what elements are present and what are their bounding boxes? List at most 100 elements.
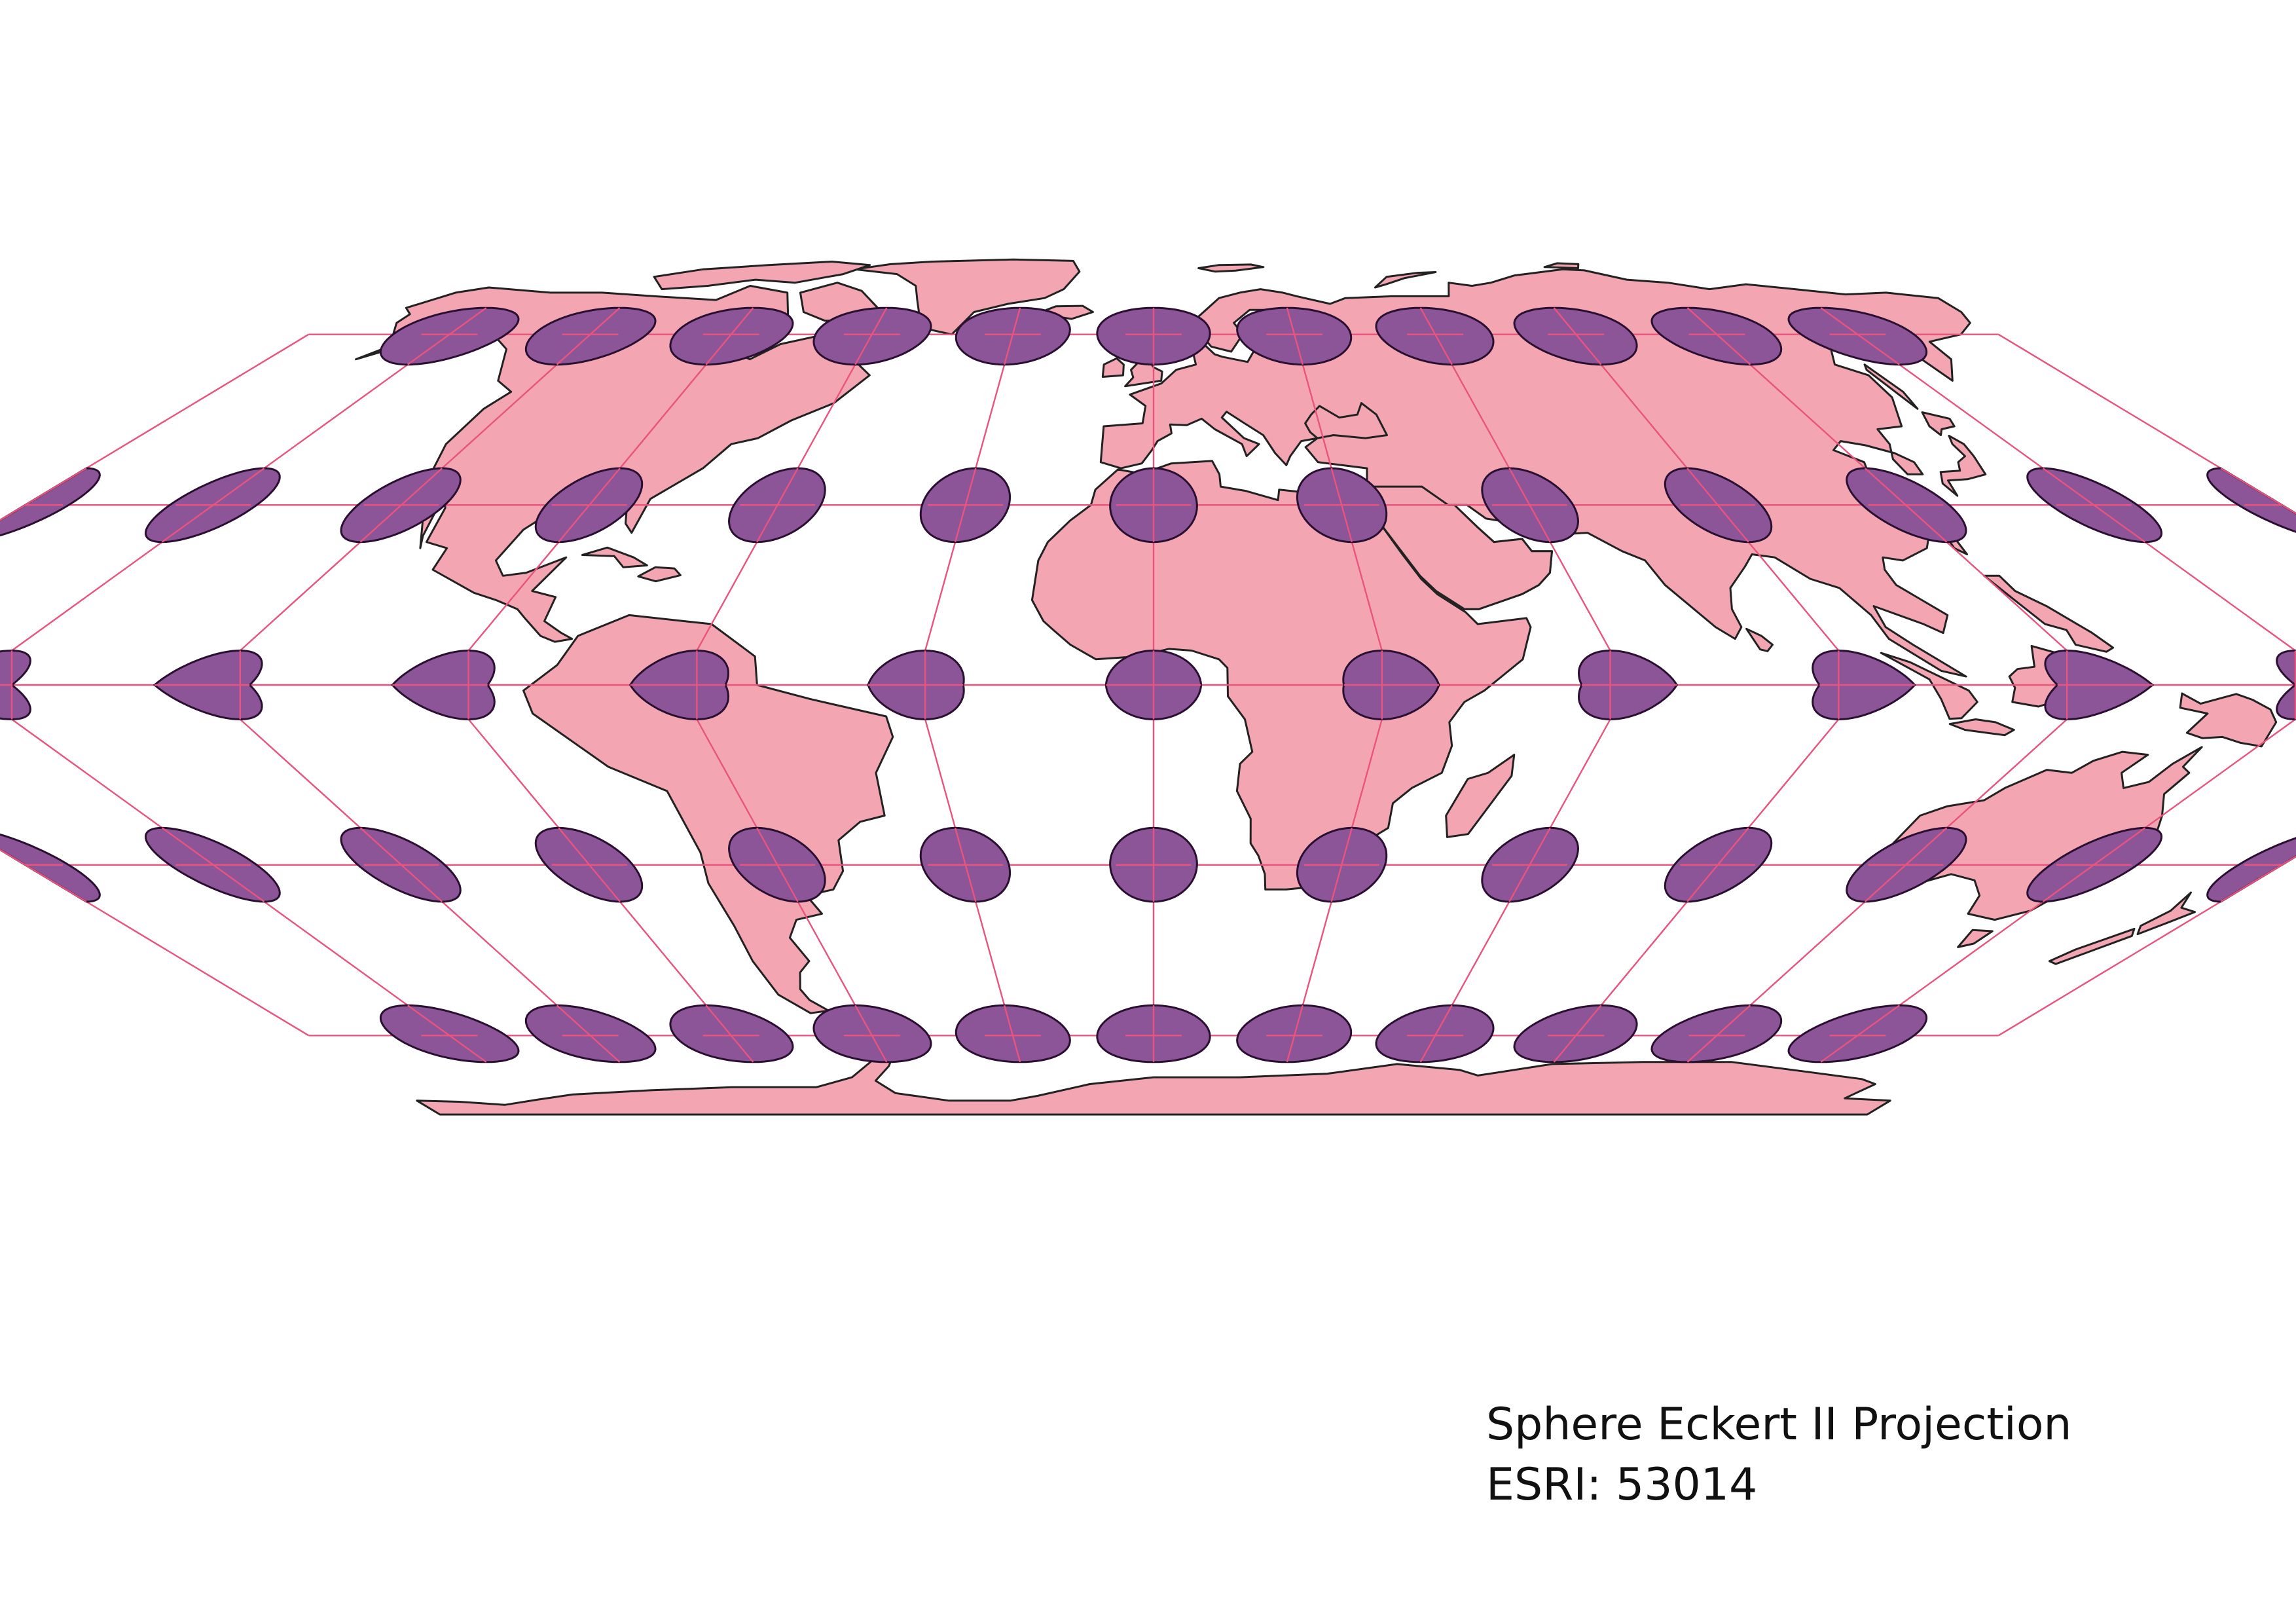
indicatrix-crosshair bbox=[1680, 468, 1756, 543]
projection-title: Sphere Eckert II Projection bbox=[1486, 1399, 2072, 1450]
indicatrix-crosshair bbox=[1686, 307, 1751, 365]
graticule-meridian bbox=[1857, 333, 2296, 1037]
indicatrix-crosshair bbox=[359, 468, 443, 543]
land-australia bbox=[1847, 746, 2203, 921]
land-canadian-archipelago bbox=[653, 261, 871, 291]
tissot-indicatrix bbox=[812, 1004, 932, 1063]
indicatrix-crosshair bbox=[556, 1005, 621, 1063]
indicatrix-crosshair bbox=[2057, 650, 2153, 720]
indicatrix-crosshair bbox=[392, 650, 488, 720]
indicatrix-crosshair bbox=[1548, 307, 1605, 365]
indicatrix-crosshair bbox=[1820, 1005, 1900, 1063]
indicatrix-crosshair bbox=[2220, 855, 2296, 902]
land-new-zealand-south bbox=[2048, 927, 2136, 965]
tissot-indicatrix bbox=[1375, 1004, 1495, 1063]
indicatrix-crosshair bbox=[1303, 468, 1379, 543]
indicatrix-crosshair bbox=[1582, 650, 1677, 720]
land-svalbard bbox=[1197, 263, 1265, 273]
indicatrix-crosshair bbox=[1266, 1005, 1323, 1063]
indicatrix-crosshair bbox=[1407, 1005, 1464, 1063]
indicatrix-crosshair bbox=[1864, 827, 1948, 902]
indicatrix-crosshair bbox=[407, 1005, 487, 1063]
land-tasmania bbox=[1957, 929, 1994, 948]
indicatrix-crosshair bbox=[1343, 650, 1439, 720]
indicatrix-crosshair bbox=[1303, 827, 1379, 902]
land-japan bbox=[1939, 434, 1987, 497]
land-new-guinea bbox=[2179, 692, 2278, 748]
indicatrix-crosshair bbox=[1864, 468, 1948, 543]
land-cuba bbox=[581, 546, 648, 568]
tissot-indicatrix-layer bbox=[0, 306, 2296, 1063]
indicatrix-crosshair bbox=[630, 650, 725, 720]
indicatrix-crosshair bbox=[740, 827, 815, 902]
land-java bbox=[1948, 718, 2015, 737]
indicatrix-crosshair bbox=[1116, 828, 1192, 902]
indicatrix-crosshair bbox=[161, 827, 265, 902]
indicatrix-crosshair bbox=[2294, 650, 2296, 720]
land-south-america bbox=[522, 614, 894, 1014]
land-layer bbox=[355, 258, 2278, 1116]
indicatrix-crosshair bbox=[1116, 468, 1192, 542]
land-arabia-link bbox=[1362, 485, 1553, 610]
indicatrix-crosshair bbox=[702, 307, 759, 365]
indicatrix-crosshair bbox=[359, 827, 443, 902]
land-hispaniola bbox=[637, 566, 682, 583]
indicatrix-crosshair bbox=[1266, 307, 1323, 365]
land-philippines bbox=[1983, 574, 2115, 653]
tissot-indicatrix bbox=[379, 306, 520, 366]
indicatrix-crosshair bbox=[0, 650, 13, 720]
projection-code: ESRI: 53014 bbox=[1486, 1459, 1758, 1511]
land-antarctica bbox=[416, 1050, 1891, 1116]
land-sumatra bbox=[1880, 652, 1978, 720]
indicatrix-crosshair bbox=[984, 1005, 1041, 1063]
land-sri-lanka bbox=[1745, 627, 1774, 652]
indicatrix-crosshair bbox=[2042, 468, 2146, 543]
indicatrix-crosshair bbox=[1680, 827, 1756, 902]
indicatrix-crosshair bbox=[1686, 1005, 1751, 1063]
graticule-meridian bbox=[0, 333, 310, 1037]
map-caption: Sphere Eckert II Projection ESRI: 53014 bbox=[1486, 1395, 2072, 1515]
indicatrix-crosshair bbox=[843, 307, 900, 365]
tissot-indicatrix bbox=[1787, 1004, 1928, 1063]
indicatrix-crosshair bbox=[551, 827, 627, 902]
indicatrix-crosshair bbox=[702, 1005, 759, 1063]
indicatrix-crosshair bbox=[1820, 307, 1900, 365]
indicatrix-crosshair bbox=[1492, 827, 1567, 902]
indicatrix-crosshair bbox=[868, 650, 964, 720]
indicatrix-crosshair bbox=[1819, 650, 1915, 720]
indicatrix-crosshair bbox=[2220, 468, 2296, 515]
indicatrix-crosshair bbox=[928, 468, 1004, 543]
land-europe-asia bbox=[1099, 268, 1971, 678]
graticule-meridian bbox=[1997, 333, 2296, 1037]
land-africa bbox=[1030, 460, 1532, 891]
land-new-zealand bbox=[2136, 891, 2196, 936]
indicatrix-crosshair bbox=[740, 468, 815, 543]
tissot-indicatrix bbox=[379, 1004, 520, 1063]
indicatrix-crosshair bbox=[928, 827, 1004, 902]
land-madagascar bbox=[1445, 754, 1516, 838]
indicatrix-crosshair bbox=[843, 1005, 900, 1063]
tissot-indicatrix bbox=[1513, 1004, 1638, 1063]
indicatrix-crosshair bbox=[551, 468, 627, 543]
land-greenland bbox=[854, 258, 1081, 336]
tissot-indicatrix bbox=[669, 1004, 794, 1063]
indicatrix-crosshair bbox=[1492, 468, 1567, 543]
tissot-indicatrix bbox=[524, 1004, 657, 1063]
indicatrix-crosshair bbox=[0, 849, 87, 902]
indicatrix-crosshair bbox=[407, 307, 487, 365]
indicatrix-crosshair bbox=[556, 307, 621, 365]
indicatrix-crosshair bbox=[1407, 307, 1464, 365]
graticule-meridian bbox=[0, 333, 450, 1037]
tissot-indicatrix bbox=[1650, 1004, 1783, 1063]
indicatrix-crosshair bbox=[155, 650, 250, 720]
indicatrix-crosshair bbox=[1548, 1005, 1605, 1063]
indicatrix-crosshair bbox=[1125, 1005, 1182, 1062]
indicatrix-crosshair bbox=[1125, 308, 1182, 365]
land-novaya-zemlya bbox=[1374, 271, 1437, 289]
indicatrix-crosshair bbox=[984, 307, 1041, 365]
indicatrix-crosshair bbox=[1106, 650, 1201, 720]
indicatrix-crosshair bbox=[0, 468, 87, 521]
indicatrix-crosshair bbox=[2042, 827, 2146, 902]
land-ireland bbox=[1101, 357, 1125, 378]
